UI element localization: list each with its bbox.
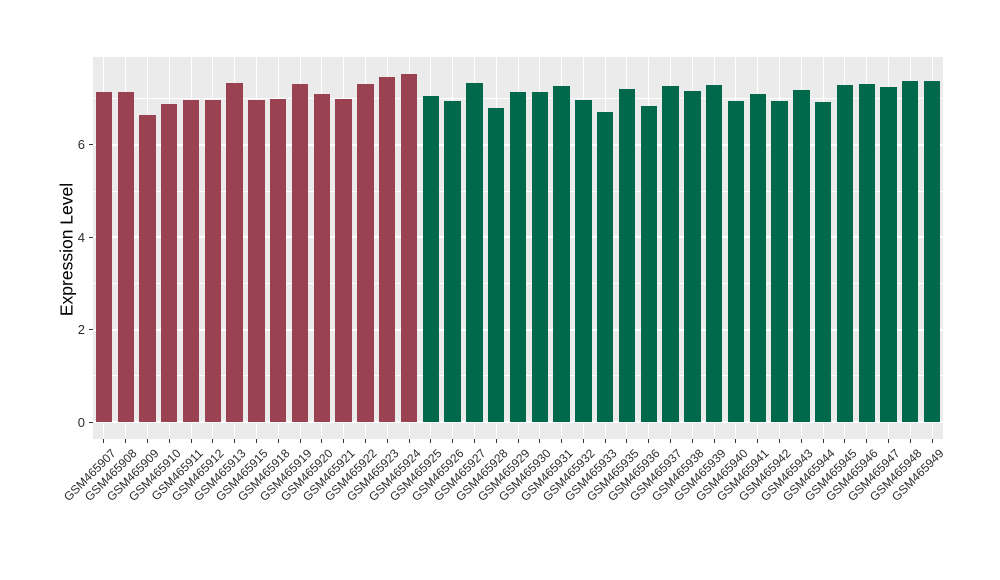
bar-GSM465940 — [727, 100, 745, 422]
bar-GSM465939 — [705, 85, 723, 422]
bar-GSM465925 — [422, 95, 439, 422]
x-tick-mark — [800, 439, 802, 443]
bar-GSM465933 — [597, 111, 614, 422]
bar-GSM465927 — [466, 82, 483, 422]
bar-GSM465930 — [531, 91, 548, 422]
bar-GSM465948 — [902, 80, 919, 422]
bar-GSM465931 — [553, 86, 570, 422]
y-tick-label: 6 — [77, 137, 85, 153]
bar-GSM465932 — [575, 99, 592, 422]
x-tick-mark — [321, 439, 323, 443]
y-tick-mark — [89, 144, 93, 146]
x-tick-mark — [299, 439, 301, 443]
x-tick-mark — [604, 439, 606, 443]
x-tick-mark — [757, 439, 759, 443]
x-tick-mark — [190, 439, 192, 443]
x-tick-mark — [779, 439, 781, 443]
bar-GSM465921 — [335, 99, 352, 422]
x-tick-mark — [539, 439, 541, 443]
bar-GSM465945 — [836, 85, 854, 422]
plot-panel — [93, 57, 943, 439]
x-tick-mark — [386, 439, 388, 443]
x-tick-mark — [735, 439, 737, 443]
x-tick-mark — [691, 439, 693, 443]
bar-GSM465908 — [117, 91, 134, 422]
y-tick-mark — [89, 236, 93, 238]
bar-GSM465918 — [270, 99, 287, 422]
x-tick-mark — [626, 439, 628, 443]
x-tick-mark — [517, 439, 519, 443]
x-tick-mark — [844, 439, 846, 443]
bar-GSM465944 — [814, 101, 832, 422]
bar-GSM465922 — [357, 83, 374, 422]
y-tick-label: 4 — [77, 229, 85, 245]
x-tick-mark — [168, 439, 170, 443]
x-tick-mark — [234, 439, 236, 443]
bar-GSM465936 — [640, 105, 657, 422]
y-axis-title: Expression Level — [56, 182, 77, 317]
y-tick-label: 0 — [77, 414, 85, 430]
x-tick-mark — [103, 439, 105, 443]
bar-GSM465924 — [400, 74, 418, 422]
y-tick-mark — [89, 329, 93, 331]
x-tick-mark — [888, 439, 889, 443]
x-tick-mark — [212, 439, 214, 443]
y-tick-label: 2 — [77, 322, 85, 338]
bar-GSM465943 — [793, 90, 810, 422]
bar-GSM465909 — [139, 115, 156, 422]
bar-GSM465912 — [204, 99, 222, 422]
x-tick-mark — [430, 439, 432, 443]
bar-GSM465911 — [182, 99, 200, 422]
bar-GSM465947 — [880, 87, 897, 422]
x-tick-mark — [713, 439, 715, 443]
y-tick-mark — [89, 421, 93, 423]
x-tick-mark — [343, 439, 345, 443]
bar-GSM465913 — [226, 82, 243, 422]
bar-GSM465915 — [248, 99, 265, 422]
bar-GSM465949 — [923, 80, 941, 422]
bar-GSM465907 — [95, 91, 113, 422]
bar-GSM465938 — [684, 91, 701, 422]
x-tick-mark — [909, 439, 911, 443]
x-tick-mark — [561, 439, 563, 443]
bar-GSM465946 — [858, 83, 875, 422]
bar-GSM465937 — [662, 85, 679, 422]
bar-GSM465929 — [509, 92, 527, 422]
bar-GSM465941 — [749, 93, 766, 422]
x-tick-mark — [408, 439, 410, 443]
x-tick-mark — [931, 439, 933, 443]
x-tick-mark — [648, 439, 650, 443]
x-tick-mark — [146, 439, 148, 443]
bar-GSM465935 — [618, 89, 636, 422]
x-tick-mark — [255, 439, 257, 443]
x-tick-mark — [822, 439, 824, 443]
x-tick-mark — [670, 439, 672, 443]
bar-GSM465920 — [313, 93, 331, 422]
bar-GSM465942 — [771, 100, 788, 422]
x-tick-mark — [866, 439, 868, 443]
bar-GSM465926 — [444, 101, 461, 422]
x-tick-mark — [125, 439, 127, 443]
x-tick-mark — [582, 439, 584, 443]
bar-GSM465910 — [161, 104, 178, 422]
x-tick-mark — [495, 439, 497, 443]
x-tick-mark — [473, 439, 475, 443]
bar-GSM465928 — [488, 107, 505, 422]
bar-GSM465923 — [379, 76, 396, 422]
x-tick-mark — [364, 439, 366, 443]
x-tick-mark — [452, 439, 454, 443]
x-tick-mark — [277, 439, 279, 443]
bar-GSM465919 — [291, 84, 309, 422]
